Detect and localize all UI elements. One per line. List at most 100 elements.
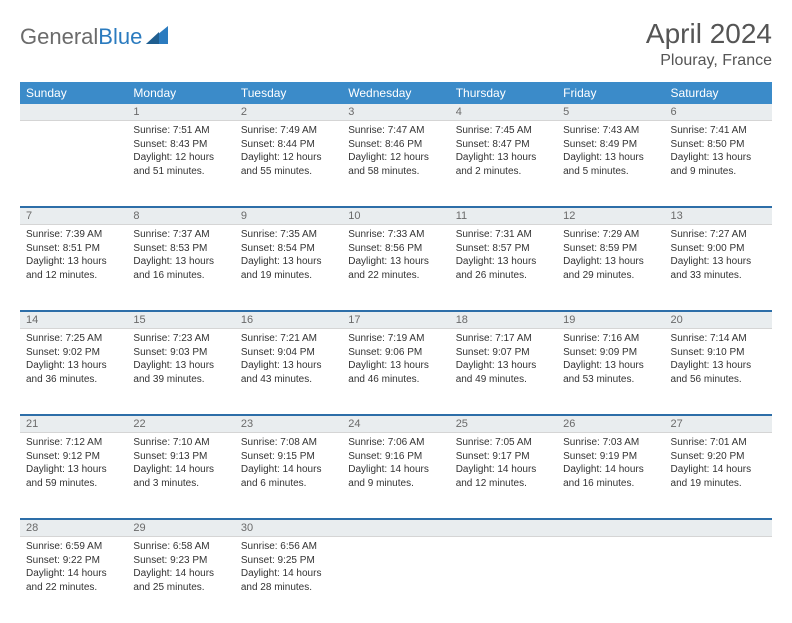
sunset-text: Sunset: 9:22 PM [26, 554, 121, 568]
sunset-text: Sunset: 9:06 PM [348, 346, 443, 360]
sunrise-text: Sunrise: 7:31 AM [456, 228, 551, 242]
day-number-cell: 6 [665, 104, 772, 121]
day-number [450, 520, 557, 537]
daylight-text: Daylight: 14 hours and 25 minutes. [133, 567, 228, 594]
weekday-header: Saturday [665, 82, 772, 104]
day-cell: Sunrise: 7:03 AMSunset: 9:19 PMDaylight:… [557, 433, 664, 519]
day-cell [20, 121, 127, 207]
sunset-text: Sunset: 8:51 PM [26, 242, 121, 256]
day-cell [450, 537, 557, 623]
day-number-cell: 22 [127, 415, 234, 433]
brand-logo: GeneralBlue [20, 24, 168, 50]
sunset-text: Sunset: 8:54 PM [241, 242, 336, 256]
daylight-text: Daylight: 13 hours and 22 minutes. [348, 255, 443, 282]
daylight-text: Daylight: 13 hours and 36 minutes. [26, 359, 121, 386]
day-cell: Sunrise: 6:56 AMSunset: 9:25 PMDaylight:… [235, 537, 342, 623]
sunset-text: Sunset: 9:16 PM [348, 450, 443, 464]
sunrise-text: Sunrise: 7:17 AM [456, 332, 551, 346]
sunrise-text: Sunrise: 7:05 AM [456, 436, 551, 450]
sunset-text: Sunset: 8:56 PM [348, 242, 443, 256]
sunset-text: Sunset: 9:00 PM [671, 242, 766, 256]
sunrise-text: Sunrise: 7:03 AM [563, 436, 658, 450]
day-number: 9 [235, 208, 342, 225]
sunrise-text: Sunrise: 7:47 AM [348, 124, 443, 138]
day-number: 18 [450, 312, 557, 329]
day-cell: Sunrise: 7:33 AMSunset: 8:56 PMDaylight:… [342, 225, 449, 311]
sunset-text: Sunset: 9:13 PM [133, 450, 228, 464]
weekday-header: Thursday [450, 82, 557, 104]
location-label: Plouray, France [646, 52, 772, 70]
daylight-text: Daylight: 13 hours and 56 minutes. [671, 359, 766, 386]
day-number: 16 [235, 312, 342, 329]
day-cell: Sunrise: 7:08 AMSunset: 9:15 PMDaylight:… [235, 433, 342, 519]
day-cell: Sunrise: 7:49 AMSunset: 8:44 PMDaylight:… [235, 121, 342, 207]
day-number [557, 520, 664, 537]
weekday-header: Wednesday [342, 82, 449, 104]
sunset-text: Sunset: 8:53 PM [133, 242, 228, 256]
day-number-cell: 30 [235, 519, 342, 537]
day-number: 13 [665, 208, 772, 225]
weekday-header: Friday [557, 82, 664, 104]
sunset-text: Sunset: 9:04 PM [241, 346, 336, 360]
sunrise-text: Sunrise: 7:19 AM [348, 332, 443, 346]
daylight-text: Daylight: 14 hours and 22 minutes. [26, 567, 121, 594]
sunrise-text: Sunrise: 7:01 AM [671, 436, 766, 450]
title-block: April 2024 Plouray, France [646, 18, 772, 70]
sunrise-text: Sunrise: 7:27 AM [671, 228, 766, 242]
sunrise-text: Sunrise: 7:35 AM [241, 228, 336, 242]
day-number: 24 [342, 416, 449, 433]
day-cell: Sunrise: 7:05 AMSunset: 9:17 PMDaylight:… [450, 433, 557, 519]
sunset-text: Sunset: 9:12 PM [26, 450, 121, 464]
day-number-cell [665, 519, 772, 537]
day-cell: Sunrise: 7:37 AMSunset: 8:53 PMDaylight:… [127, 225, 234, 311]
day-cell: Sunrise: 7:10 AMSunset: 9:13 PMDaylight:… [127, 433, 234, 519]
day-number: 3 [342, 104, 449, 121]
day-number-cell: 5 [557, 104, 664, 121]
day-number-cell: 27 [665, 415, 772, 433]
daylight-text: Daylight: 14 hours and 9 minutes. [348, 463, 443, 490]
day-number-cell: 24 [342, 415, 449, 433]
day-cell: Sunrise: 7:19 AMSunset: 9:06 PMDaylight:… [342, 329, 449, 415]
day-number [20, 104, 127, 121]
day-cell: Sunrise: 7:17 AMSunset: 9:07 PMDaylight:… [450, 329, 557, 415]
sunset-text: Sunset: 8:49 PM [563, 138, 658, 152]
day-number-cell: 8 [127, 207, 234, 225]
sunset-text: Sunset: 9:25 PM [241, 554, 336, 568]
day-number-cell [20, 104, 127, 121]
day-number: 14 [20, 312, 127, 329]
day-number: 8 [127, 208, 234, 225]
day-number: 12 [557, 208, 664, 225]
daylight-text: Daylight: 13 hours and 43 minutes. [241, 359, 336, 386]
sunset-text: Sunset: 8:43 PM [133, 138, 228, 152]
day-number-cell: 12 [557, 207, 664, 225]
day-number [665, 520, 772, 537]
daylight-text: Daylight: 13 hours and 2 minutes. [456, 151, 551, 178]
day-cell: Sunrise: 6:59 AMSunset: 9:22 PMDaylight:… [20, 537, 127, 623]
day-number-cell: 26 [557, 415, 664, 433]
sunset-text: Sunset: 9:17 PM [456, 450, 551, 464]
day-number: 15 [127, 312, 234, 329]
day-number: 27 [665, 416, 772, 433]
weekday-header: Sunday [20, 82, 127, 104]
day-cell: Sunrise: 6:58 AMSunset: 9:23 PMDaylight:… [127, 537, 234, 623]
daylight-text: Daylight: 14 hours and 28 minutes. [241, 567, 336, 594]
day-number-cell [342, 519, 449, 537]
day-number-cell: 11 [450, 207, 557, 225]
daylight-text: Daylight: 13 hours and 29 minutes. [563, 255, 658, 282]
day-number-cell: 15 [127, 311, 234, 329]
sunrise-text: Sunrise: 7:41 AM [671, 124, 766, 138]
daylight-text: Daylight: 13 hours and 39 minutes. [133, 359, 228, 386]
day-number: 4 [450, 104, 557, 121]
day-number [342, 520, 449, 537]
sunrise-text: Sunrise: 7:08 AM [241, 436, 336, 450]
day-number: 25 [450, 416, 557, 433]
day-number: 7 [20, 208, 127, 225]
sunrise-text: Sunrise: 7:25 AM [26, 332, 121, 346]
daylight-text: Daylight: 13 hours and 5 minutes. [563, 151, 658, 178]
day-number-cell: 20 [665, 311, 772, 329]
day-number: 20 [665, 312, 772, 329]
sunrise-text: Sunrise: 7:33 AM [348, 228, 443, 242]
day-cell: Sunrise: 7:27 AMSunset: 9:00 PMDaylight:… [665, 225, 772, 311]
sunset-text: Sunset: 9:10 PM [671, 346, 766, 360]
day-cell: Sunrise: 7:39 AMSunset: 8:51 PMDaylight:… [20, 225, 127, 311]
